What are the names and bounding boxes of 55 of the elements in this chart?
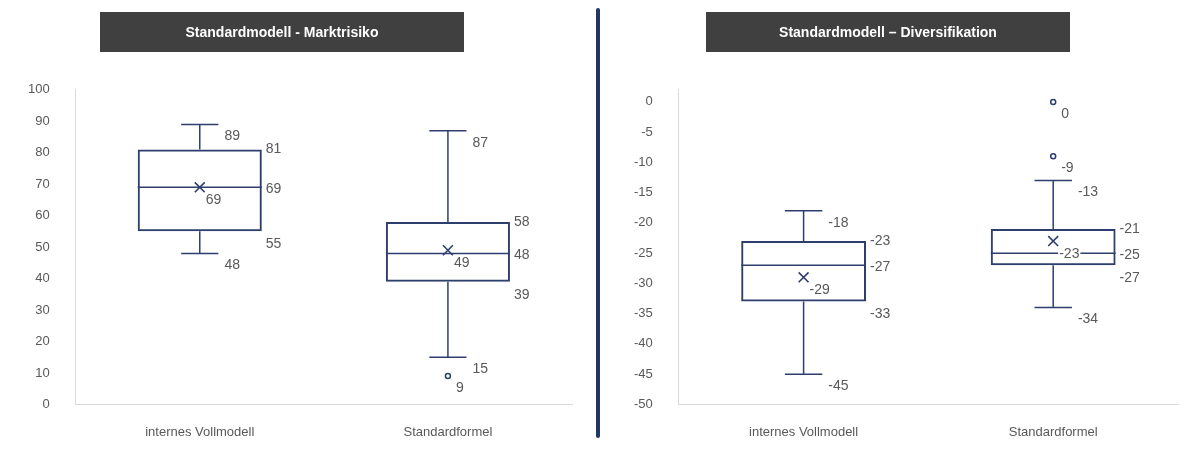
y-tick-label: 70 (35, 175, 50, 191)
annotation: -25 (1119, 246, 1141, 263)
annotation: -27 (869, 258, 891, 275)
annotation: -45 (828, 377, 849, 394)
annotation: 69 (205, 191, 222, 208)
y-tick-label: 0 (645, 93, 653, 109)
y-tick-label: 10 (35, 364, 50, 380)
annotation: 39 (513, 285, 530, 302)
y-tick-label: -30 (633, 274, 653, 290)
annotation: 9 (455, 378, 464, 395)
y-tick-label: -10 (633, 153, 653, 169)
chart-title: Standardmodell – Diversifikation (706, 12, 1070, 52)
y-tick-label: 90 (35, 112, 50, 128)
annotation: -33 (869, 305, 891, 322)
chart-title: Standardmodell - Marktrisiko (100, 12, 464, 52)
y-tick-label: 50 (35, 238, 50, 254)
y-tick-label: 100 (27, 81, 50, 97)
annotation: 0 (1061, 104, 1070, 121)
y-tick-label: -5 (641, 123, 653, 139)
annotation: 81 (265, 140, 282, 157)
annotation: 15 (472, 360, 489, 377)
y-tick-label: -50 (633, 395, 653, 411)
annotation: -23 (869, 231, 891, 248)
x-tick-label: internes Vollmodell (145, 423, 255, 439)
y-tick-label: 0 (42, 395, 50, 411)
y-tick-label: 20 (35, 333, 50, 349)
y-tick-label: 80 (35, 144, 50, 160)
annotation: 49 (453, 254, 470, 271)
y-tick-label: 30 (35, 301, 50, 317)
annotation: 48 (224, 256, 241, 273)
annotation: -27 (1119, 269, 1141, 286)
annotation: -21 (1119, 219, 1141, 236)
x-tick-label: internes Vollmodell (749, 423, 859, 439)
y-tick-label: -35 (633, 305, 653, 321)
x-tick-label: Standardformel (1008, 423, 1098, 439)
y-tick-label: -45 (633, 365, 653, 381)
x-tick-label: Standardformel (403, 423, 493, 439)
annotation: -34 (1077, 310, 1099, 327)
annotation: 69 (265, 180, 282, 197)
y-tick-label: -15 (633, 184, 653, 200)
annotation: -18 (828, 213, 849, 230)
annotation: 55 (265, 235, 282, 252)
annotation: -13 (1077, 183, 1099, 200)
y-tick-label: -20 (633, 214, 653, 230)
y-tick-label: -25 (633, 244, 653, 260)
y-tick-label: 60 (35, 207, 50, 223)
annotation: 48 (513, 246, 530, 263)
annotation: -29 (809, 281, 831, 298)
y-tick-label: -40 (633, 335, 653, 351)
annotation: 87 (472, 133, 489, 150)
annotation: -23 (1059, 244, 1080, 261)
annotation: -9 (1061, 159, 1074, 176)
annotation: 58 (513, 212, 530, 229)
annotation: 89 (224, 127, 241, 144)
y-tick-label: 40 (35, 270, 50, 286)
